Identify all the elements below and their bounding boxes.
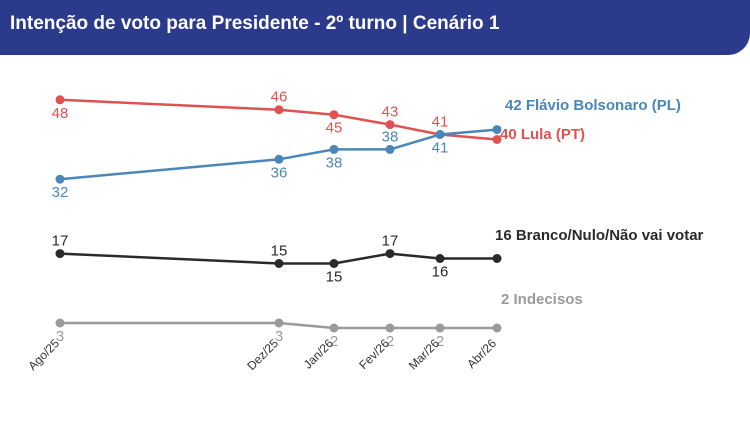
data-point-branco xyxy=(385,249,395,259)
data-label-indecisos: 2 xyxy=(436,333,444,350)
data-point-flavio xyxy=(435,130,445,139)
chart-title: Intenção de voto para Presidente - 2º tu… xyxy=(10,13,500,34)
data-point-indecisos xyxy=(274,318,284,328)
data-label-lula: 43 xyxy=(382,104,399,121)
data-label-lula: 46 xyxy=(271,89,288,106)
data-point-branco xyxy=(329,259,339,268)
data-label-branco: 15 xyxy=(271,243,288,260)
x-tick-label: Abr/26 xyxy=(464,336,499,371)
data-point-indecisos xyxy=(435,323,445,333)
data-label-lula: 45 xyxy=(326,120,343,137)
data-point-indecisos xyxy=(329,323,339,333)
x-tick-label: Jan/26 xyxy=(301,336,337,372)
data-label-lula: 48 xyxy=(52,105,69,122)
data-point-flavio xyxy=(329,144,339,154)
data-label-branco: 16 xyxy=(432,264,449,281)
data-point-branco xyxy=(435,254,445,263)
data-label-flavio: 32 xyxy=(52,184,69,201)
chart-header: Intenção de voto para Presidente - 2º tu… xyxy=(0,0,750,55)
data-label-indecisos: 3 xyxy=(56,328,64,345)
data-label-flavio: 36 xyxy=(271,164,288,181)
data-label-indecisos: 3 xyxy=(275,328,283,345)
data-point-lula xyxy=(329,110,339,120)
x-tick-label: Ago/25 xyxy=(25,336,62,373)
data-label-flavio: 38 xyxy=(382,128,399,145)
series-line-indecisos xyxy=(60,321,497,330)
series-line-flavio xyxy=(59,128,498,181)
end-label-branco: 16 Branco/Nulo/Não vai votar xyxy=(495,227,704,244)
end-label-lula: 40 Lula (PT) xyxy=(500,126,585,143)
data-label-flavio: 41 xyxy=(432,140,449,157)
data-label-lula: 41 xyxy=(432,114,449,131)
data-point-lula xyxy=(55,95,65,105)
x-tick-label: Fev/26 xyxy=(356,336,392,372)
data-point-flavio xyxy=(492,125,502,135)
data-point-branco xyxy=(274,259,284,268)
data-point-branco xyxy=(55,249,65,259)
data-label-branco: 17 xyxy=(382,233,399,250)
data-point-flavio xyxy=(385,144,395,154)
data-label-branco: 15 xyxy=(326,269,343,286)
series-line-branco xyxy=(59,252,497,265)
data-label-branco: 17 xyxy=(52,233,69,250)
end-label-indecisos: 2 Indecisos xyxy=(501,291,583,308)
end-label-flavio: 42 Flávio Bolsonaro (PL) xyxy=(505,97,681,114)
data-point-flavio xyxy=(55,174,65,184)
data-label-flavio: 38 xyxy=(326,154,343,171)
data-point-lula xyxy=(385,120,395,130)
x-tick-label: Mar/26 xyxy=(406,336,443,373)
x-tick-label: Dez/25 xyxy=(244,336,281,373)
data-point-indecisos xyxy=(55,318,65,328)
data-point-lula xyxy=(492,135,502,144)
data-label-indecisos: 2 xyxy=(386,333,394,350)
data-point-lula xyxy=(274,105,284,115)
series-line-lula xyxy=(59,98,498,141)
data-point-flavio xyxy=(274,154,284,164)
data-label-indecisos: 2 xyxy=(330,333,338,350)
data-point-branco xyxy=(492,254,502,263)
data-point-indecisos xyxy=(492,323,502,333)
data-point-indecisos xyxy=(385,323,395,333)
